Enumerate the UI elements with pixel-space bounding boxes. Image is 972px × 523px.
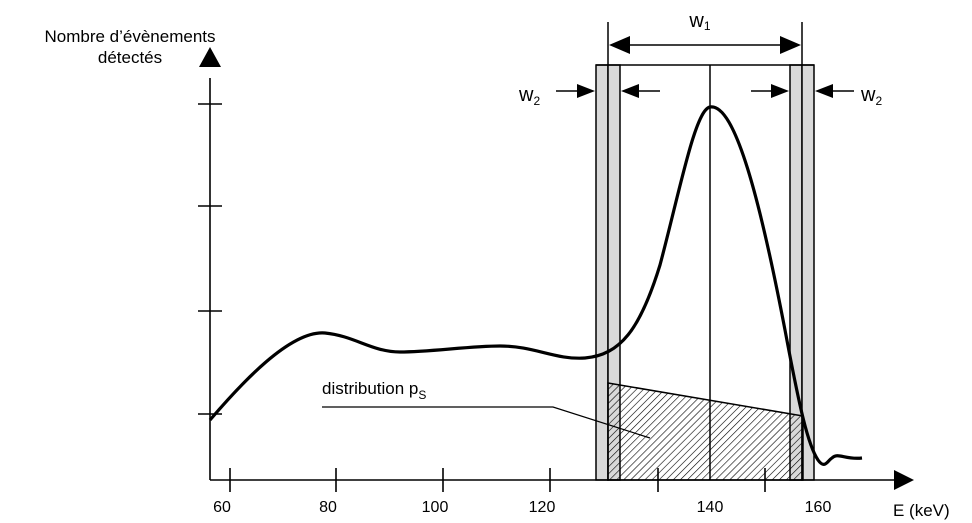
x-axis-arrow xyxy=(894,470,914,490)
x-tick-label: 60 xyxy=(213,499,231,516)
w2-left-band xyxy=(595,64,609,481)
x-tick-label: 160 xyxy=(805,499,832,516)
x-tick-label: 100 xyxy=(422,499,449,516)
energy-spectrum-curve xyxy=(208,105,863,466)
w2-right-arrow-out xyxy=(815,84,833,98)
w1-arrow-left xyxy=(609,36,630,54)
distribution-leader-line xyxy=(322,406,651,439)
x-axis-title: E (keV) xyxy=(893,501,950,520)
x-tick-label: 120 xyxy=(529,499,556,516)
x-tick-label: 80 xyxy=(319,499,337,516)
w2-right-label: w2 xyxy=(860,84,882,108)
x-tick-label: 140 xyxy=(697,499,724,516)
y-axis-title-line1: Nombre d’évènements xyxy=(44,27,215,46)
w2-left-arrow-out xyxy=(621,84,639,98)
y-axis-title-line2: détectés xyxy=(98,48,162,67)
scatter-distribution-area xyxy=(607,382,804,481)
w2-right-arrow-in xyxy=(771,84,789,98)
y-axis-arrow xyxy=(199,47,221,67)
w1-label: w1 xyxy=(688,10,710,33)
w2-left-label: w2 xyxy=(518,84,540,108)
w2-left-arrow-in xyxy=(577,84,595,98)
w1-arrow-right xyxy=(780,36,801,54)
distribution-label: distribution pS xyxy=(322,379,426,402)
